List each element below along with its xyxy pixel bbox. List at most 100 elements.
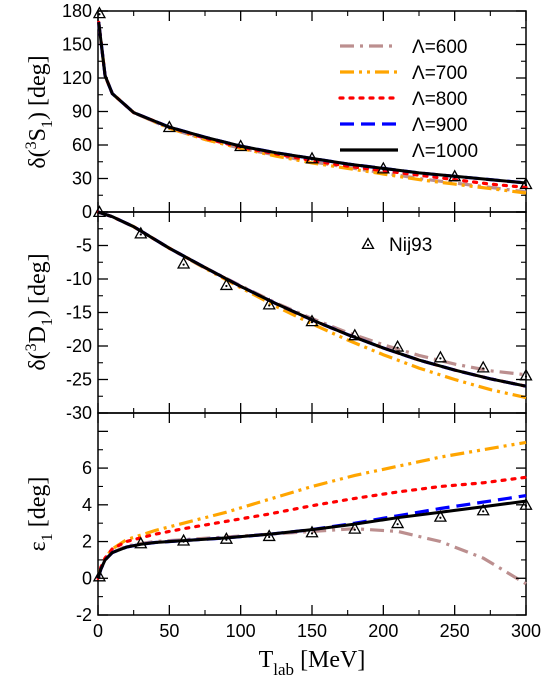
x-tick-label: 50: [159, 621, 179, 641]
panel-middle-data-point: [176, 256, 191, 269]
panel-bottom-points: [92, 497, 533, 582]
panel-bottom-data-point-dot: [439, 516, 442, 519]
x-tick-label: 300: [511, 621, 541, 641]
x-axis-title-unit: [MeV]: [300, 647, 365, 673]
panel-middle-data-point-dot: [268, 304, 271, 307]
panel-middle-ytick-label: -25: [66, 370, 92, 390]
x-tick-label: 200: [368, 621, 398, 641]
panel-top-curve-lambda-1000: [97, 22, 527, 185]
panel-top-ytick-label: 120: [62, 68, 92, 88]
panel-bottom-data-point: [390, 516, 405, 529]
panel-top-data-point-dot: [524, 183, 528, 187]
panel-middle-curve-lambda-1000: [97, 210, 527, 388]
panel-bottom-data-point-dot: [396, 523, 399, 526]
panel-middle-data-point-dot: [310, 321, 314, 324]
panel-middle-yticks: -30 -25 -20 -15 -10 -5: [66, 211, 527, 423]
panel-bottom-data-point-dot: [353, 528, 356, 531]
panel-middle-ytick-label: -30: [66, 403, 92, 423]
panel-top-data-point-dot: [168, 127, 171, 130]
panel-bottom-ytick-label: 0: [82, 568, 92, 588]
legend-label-lambda-900: Λ=900: [412, 115, 468, 136]
x-tick-label: 0: [93, 621, 103, 641]
panel-middle-ytick-label: -5: [76, 236, 92, 256]
panel-top-data-point: [519, 177, 533, 190]
panel-middle-curve-lambda-800: [96, 210, 528, 388]
panel-bottom-ytick-label: 2: [82, 532, 92, 552]
panel-middle-curve-lambda-600: [97, 210, 527, 377]
panel-middle-data-point: [433, 350, 448, 363]
panel-bottom-data-point-dot: [225, 538, 228, 541]
panel-bottom-curve-lambda-700: [96, 440, 527, 579]
panel-middle-points: [92, 205, 533, 381]
panel-middle-ytick-label: -15: [66, 303, 92, 323]
panel-top: 0 30 60 90 120 150 180 δ(3S1) [deg]: [23, 1, 533, 222]
x-axis-title-main: T: [259, 647, 274, 673]
panel-middle-data-point-dot: [396, 346, 399, 349]
panel-middle-data-point: [476, 360, 490, 373]
panel-top-ytick-label: 150: [62, 35, 92, 55]
panel-bottom-data-point: [262, 529, 276, 542]
panel-bottom-data-point: [176, 533, 191, 546]
panel-bottom-data-point: [219, 531, 234, 544]
panel-top-yticks: 0 30 60 90 120 150 180: [62, 1, 527, 222]
panel-top-curves: [97, 20, 528, 195]
panel-bottom-data-point-dot: [182, 540, 185, 543]
panel-top-data-point-dot: [453, 176, 456, 179]
panel-middle: -30 -25 -20 -15 -10 -5 δ(3D1) [deg]: [23, 205, 533, 423]
panel-bottom-data-point: [92, 569, 107, 582]
panel-bottom-yticks: -2 0 2 4 6: [76, 413, 527, 625]
panel-top-data-point-dot: [98, 13, 101, 16]
panel-middle-ytick-label: -20: [66, 336, 92, 356]
data-legend-marker-dot: [366, 243, 370, 247]
panel-top-data-point: [448, 169, 462, 182]
panel-top-data-point-dot: [310, 158, 314, 161]
panel-top-data-point: [305, 151, 319, 164]
panel-middle-data-point: [305, 314, 319, 327]
panel-top-curve-lambda-600: [97, 22, 527, 194]
panel-top-ytick-label: 30: [72, 169, 92, 189]
x-tick-label: 100: [226, 621, 256, 641]
x-axis-title: Tlab [MeV]: [259, 647, 366, 679]
panel-middle-data-point: [262, 297, 276, 310]
panel-top-ylabel: δ(3S1) [deg]: [23, 55, 56, 168]
panel-middle-data-point-dot: [225, 284, 228, 288]
panel-middle-data-point: [348, 328, 362, 341]
panel-middle-curves: [96, 210, 528, 400]
panel-top-points: [92, 6, 533, 190]
panel-middle-data-point-dot: [139, 233, 142, 236]
panel-middle-data-point-dot: [482, 367, 485, 370]
panel-middle-data-point-dot: [353, 335, 356, 338]
panel-middle-data-point: [390, 339, 405, 352]
x-axis-title-sub: lab: [273, 660, 294, 679]
panel-bottom-frame: [97, 412, 527, 616]
legend-label-lambda-700: Λ=700: [412, 63, 468, 84]
panel-bottom-data-point-dot: [139, 543, 142, 546]
panel-middle-data-point: [219, 278, 234, 291]
panel-top-ytick-label: 60: [72, 135, 92, 155]
panel-middle-ytick-label: -10: [66, 269, 92, 289]
data-legend-marker: [361, 237, 375, 250]
panel-middle-data-point-dot: [439, 357, 442, 360]
panel-bottom-data-point: [433, 509, 448, 522]
panel-middle-ylabel: δ(3D1) [deg]: [23, 253, 56, 370]
panel-bottom-ylabel: ε1 [deg]: [25, 477, 56, 552]
panel-bottom-ytick-label: 4: [82, 495, 92, 515]
panel-bottom-data-point-dot: [268, 535, 271, 539]
panel-middle-data-point: [134, 226, 148, 239]
panel-bottom-curves: [96, 440, 528, 586]
legend-label-lambda-800: Λ=800: [412, 89, 468, 110]
panel-bottom-ytick-label: -2: [76, 605, 92, 625]
panel-top-data-point: [92, 6, 107, 19]
panel-top-ytick-label: 180: [62, 1, 92, 21]
data-legend-label: Nij93: [389, 235, 432, 256]
panel-middle-curve-lambda-700: [97, 210, 527, 400]
panel-top-ytick-label: 90: [72, 102, 92, 122]
panel-top-data-point: [376, 161, 390, 174]
panel-bottom-data-point: [476, 503, 490, 516]
panel-top-data-point: [162, 120, 176, 133]
panel-middle-data-point-dot: [182, 263, 185, 266]
legend-label-lambda-600: Λ=600: [412, 37, 468, 58]
legend: Λ=600 Λ=700 Λ=800 Λ=900 Λ=1000: [338, 37, 478, 162]
x-tick-label: 250: [440, 621, 470, 641]
